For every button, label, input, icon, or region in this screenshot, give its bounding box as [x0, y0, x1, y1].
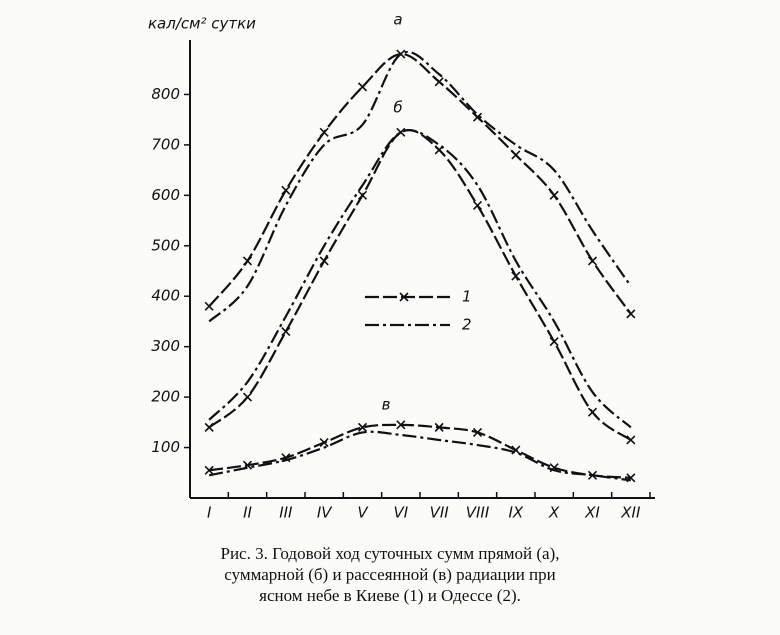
legend-label: 2: [462, 316, 472, 334]
point-marker: [319, 437, 329, 448]
point-marker: [357, 422, 368, 432]
point-marker: [549, 337, 559, 347]
y-tick-label: 100: [151, 438, 180, 456]
point-marker: [626, 309, 636, 319]
caption-line: ясном небе в Киеве (1) и Одессе (2).: [259, 586, 521, 605]
x-tick-label: III: [279, 504, 293, 522]
series-line: [209, 423, 631, 479]
point-marker: [204, 465, 214, 475]
y-axis-label: кал/см² сутки: [148, 15, 256, 33]
legend-label: 1: [462, 288, 472, 306]
curve-label: в: [382, 396, 391, 414]
point-marker: [587, 256, 598, 266]
point-marker: [472, 427, 483, 437]
point-marker: [357, 82, 368, 92]
x-tick-label: IX: [508, 504, 523, 522]
y-tick-label: 800: [151, 85, 180, 103]
point-marker: [204, 422, 214, 432]
y-tick-label: 500: [151, 236, 180, 254]
curve-label: б: [393, 99, 402, 117]
y-tick-label: 400: [151, 287, 180, 305]
x-tick-label: X: [548, 504, 560, 522]
y-tick-label: 700: [151, 135, 180, 153]
point-marker: [281, 326, 291, 337]
y-tick-label: 300: [151, 337, 180, 355]
x-tick-label: XII: [620, 504, 641, 522]
point-marker: [357, 190, 368, 200]
series-line: [208, 51, 632, 323]
point-marker: [319, 127, 329, 137]
x-tick-label: VI: [393, 504, 408, 522]
point-marker: [626, 435, 636, 445]
x-tick-label: I: [207, 504, 212, 522]
point-marker: [587, 407, 598, 417]
legend-marker: [399, 292, 409, 302]
y-tick-label: 200: [151, 388, 180, 406]
point-marker: [204, 301, 214, 311]
point-marker: [319, 256, 329, 266]
y-tick-label: 600: [151, 186, 180, 204]
point-marker: [549, 190, 559, 200]
point-marker: [396, 420, 406, 430]
point-marker: [242, 256, 253, 266]
series-line: [208, 129, 632, 441]
series-line: [208, 52, 632, 315]
point-marker: [434, 77, 444, 87]
point-marker: [434, 422, 444, 432]
point-marker: [472, 200, 483, 210]
curve-label: а: [393, 11, 402, 29]
x-tick-label: V: [357, 504, 369, 522]
x-tick-label: VIII: [466, 504, 490, 522]
series-line: [208, 430, 631, 482]
point-marker: [511, 271, 521, 281]
caption-line: Рис. 3. Годовой ход суточных сумм прямой…: [220, 544, 559, 563]
x-tick-label: IV: [317, 504, 333, 522]
caption-line: суммарной (б) и рассеянной (в) радиации …: [224, 565, 555, 584]
point-marker: [472, 112, 483, 122]
point-marker: [242, 392, 253, 402]
x-tick-label: XI: [584, 504, 600, 522]
point-marker: [511, 150, 521, 160]
series-line: [208, 129, 632, 429]
x-tick-label: II: [243, 504, 252, 522]
point-marker: [511, 445, 521, 455]
point-marker: [281, 185, 291, 195]
x-tick-label: VII: [430, 504, 450, 522]
